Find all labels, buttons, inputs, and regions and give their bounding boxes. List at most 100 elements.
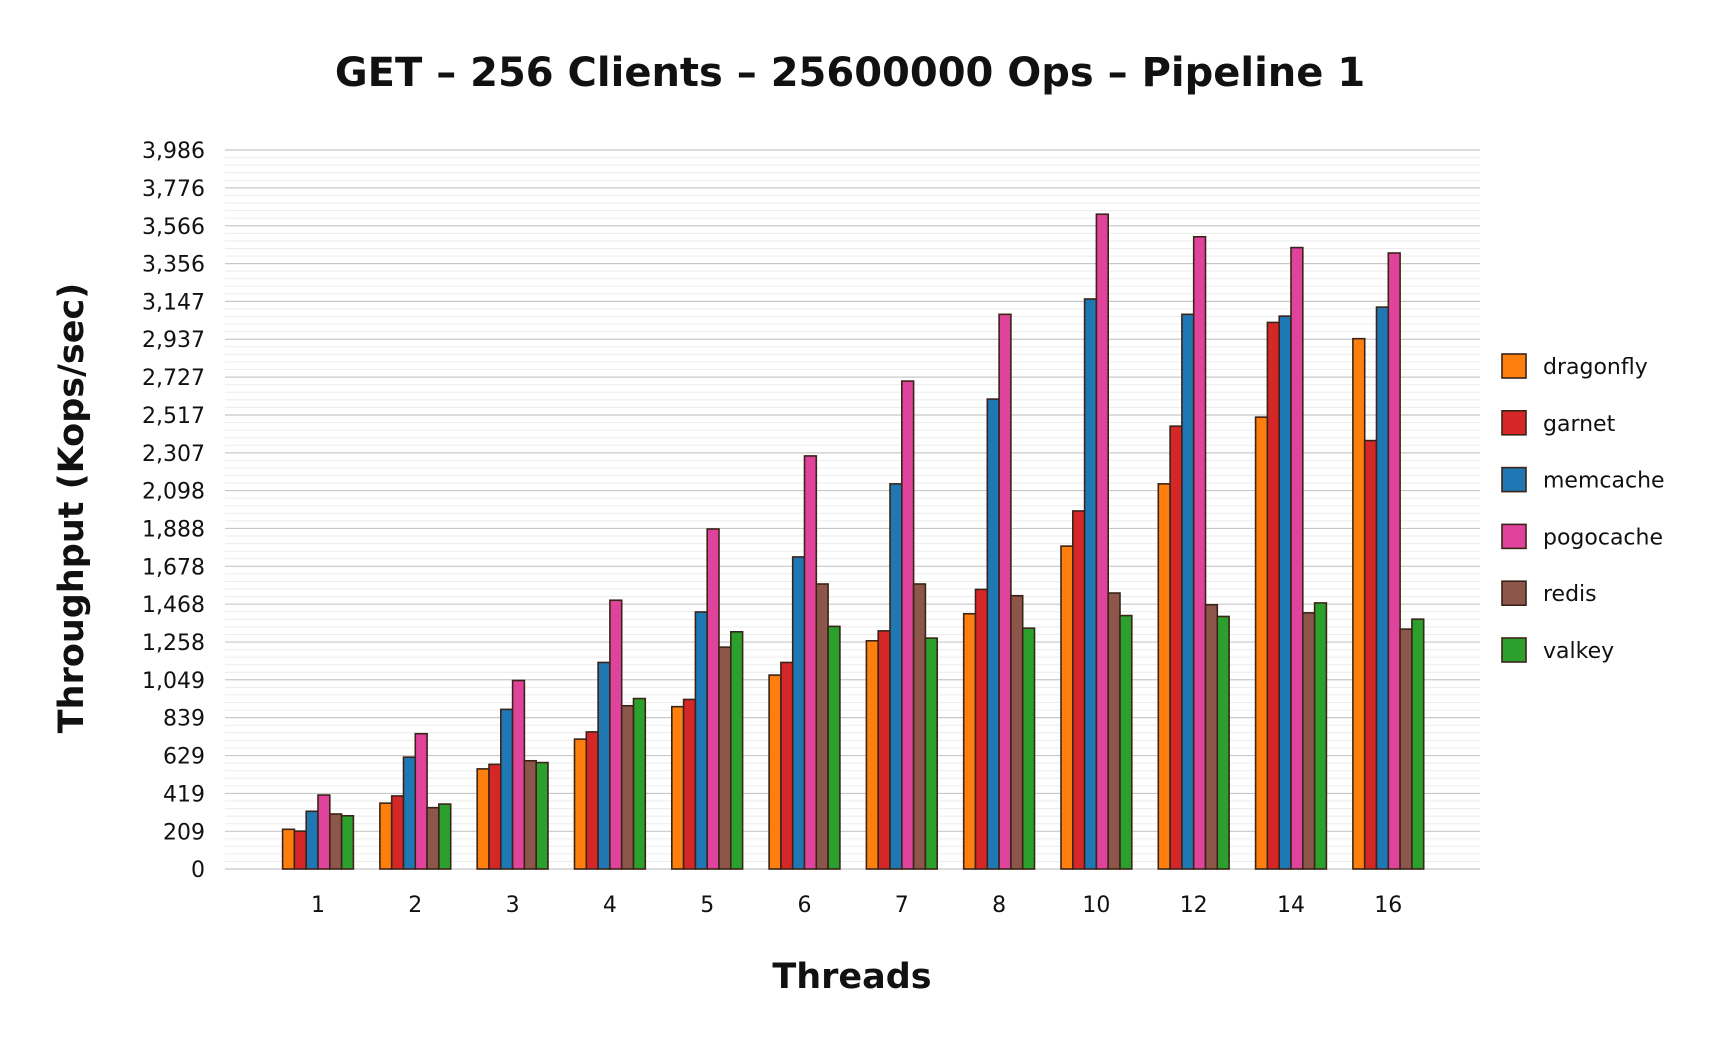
bar-redis (1399, 628, 1413, 870)
bar-valkey (924, 637, 939, 870)
y-tick-label: 0 (191, 858, 205, 883)
bar-memcache (1083, 298, 1098, 870)
x-tick-label: 4 (603, 893, 617, 918)
y-tick-label: 2,098 (142, 480, 205, 505)
bar-valkey (1021, 627, 1036, 870)
bar-valkey (340, 814, 355, 870)
bar-valkey (1216, 615, 1230, 870)
bar-valkey (1313, 602, 1328, 870)
bar-memcache (305, 810, 319, 870)
bar-redis (426, 806, 440, 870)
bar-dragonfly (476, 768, 490, 870)
legend-label-garnet: garnet (1543, 412, 1616, 437)
y-tick-label: 2,937 (142, 328, 205, 353)
bar-redis (1107, 592, 1121, 870)
bar-valkey (535, 761, 549, 870)
x-tick-label: 7 (895, 893, 909, 918)
bar-garnet (1363, 439, 1378, 870)
legend-swatch-dragonfly (1501, 353, 1527, 379)
bar-garnet (1169, 425, 1183, 870)
bar-dragonfly (1352, 337, 1366, 870)
bar-redis (815, 583, 829, 870)
legend-label-memcache: memcache (1543, 469, 1665, 494)
bar-pogocache (1387, 252, 1401, 870)
bar-pogocache (706, 528, 720, 870)
legend-label-dragonfly: dragonfly (1543, 355, 1648, 380)
legend-swatch-redis (1501, 580, 1527, 607)
x-tick-label: 1 (311, 893, 325, 918)
bar-garnet (488, 763, 502, 870)
x-axis-title: Threads (772, 957, 931, 997)
bar-dragonfly (768, 674, 782, 870)
bar-redis (1204, 603, 1219, 870)
y-tick-label: 629 (163, 745, 205, 770)
x-tick-label: 3 (506, 893, 520, 918)
bar-redis (523, 759, 538, 870)
y-tick-label: 3,566 (142, 215, 205, 240)
legend-label-pogocache: pogocache (1543, 525, 1663, 550)
bar-garnet (390, 795, 405, 870)
x-tick-label: 2 (408, 893, 422, 918)
bar-garnet (780, 661, 794, 870)
x-tick-label: 16 (1374, 893, 1402, 918)
y-tick-label: 1,888 (142, 517, 205, 542)
bar-garnet (974, 588, 989, 870)
bar-memcache (791, 556, 806, 870)
bar-garnet (1072, 510, 1086, 870)
bar-dragonfly (573, 738, 588, 870)
bar-garnet (877, 630, 891, 870)
x-tick-label: 8 (992, 893, 1006, 918)
y-tick-label: 1,678 (142, 555, 205, 580)
bar-pogocache (414, 732, 428, 870)
bar-redis (1302, 612, 1316, 870)
bar-dragonfly (1157, 483, 1171, 870)
y-tick-label: 2,307 (142, 442, 205, 467)
legend-swatch-valkey (1501, 637, 1527, 663)
chart-title: GET – 256 Clients – 25600000 Ops – Pipel… (335, 50, 1365, 96)
bar-memcache (499, 708, 514, 870)
bar-valkey (1411, 618, 1425, 870)
bar-pogocache (609, 599, 623, 870)
x-tick-label: 6 (798, 893, 812, 918)
bar-pogocache (317, 794, 331, 870)
bar-garnet (293, 830, 307, 870)
bar-redis (328, 813, 343, 870)
bar-memcache (1181, 313, 1195, 870)
bar-garnet (585, 731, 599, 870)
bar-pogocache (1095, 213, 1110, 870)
legend: dragonfly garnet memcache pogocache redis val… (1501, 353, 1665, 664)
y-tick-label: 209 (163, 820, 205, 845)
bar-redis (1010, 594, 1024, 870)
y-tick-label: 2,727 (142, 366, 205, 391)
y-tick-labels: 0 209 419 629 839 1,049 1,258 1,468 1,678 1,888 2,… (142, 139, 205, 883)
legend-swatch-memcache (1501, 466, 1527, 493)
bar-dragonfly (379, 802, 393, 870)
y-tick-label: 419 (163, 782, 205, 807)
bar-pogocache (900, 380, 915, 870)
legend-label-valkey: valkey (1543, 639, 1614, 664)
bar-pogocache (803, 455, 818, 870)
bar-redis (620, 704, 635, 870)
y-tick-label: 2,517 (142, 404, 205, 429)
bar-memcache (1375, 306, 1390, 870)
bar-dragonfly (1060, 545, 1074, 870)
y-tick-label: 1,258 (142, 631, 205, 656)
bar-valkey (438, 803, 452, 870)
bar-dragonfly (670, 705, 685, 870)
y-tick-label: 3,986 (142, 139, 205, 164)
bar-memcache (597, 661, 611, 870)
bar-valkey (729, 630, 744, 870)
y-tick-label: 839 (163, 707, 205, 732)
y-tick-label: 1,468 (142, 593, 205, 618)
bar-pogocache (511, 679, 526, 870)
bar-redis (718, 646, 732, 870)
bar-memcache (889, 483, 903, 870)
y-tick-label: 3,356 (142, 253, 205, 278)
x-tick-label: 10 (1082, 893, 1110, 918)
bar-dragonfly (281, 828, 296, 870)
y-tick-label: 3,776 (142, 177, 205, 202)
x-tick-label: 12 (1180, 893, 1208, 918)
legend-label-redis: redis (1543, 582, 1597, 607)
bar-dragonfly (865, 640, 880, 870)
